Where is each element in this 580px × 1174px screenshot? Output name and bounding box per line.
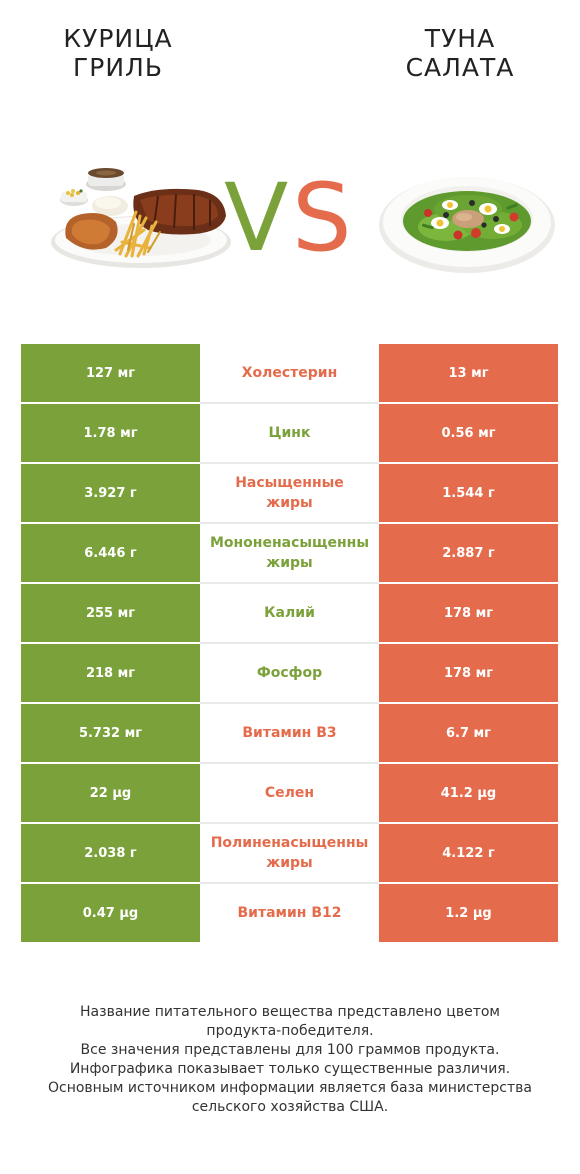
nutrient-name-line: Насыщенные — [235, 475, 344, 491]
footer-notes: Название питательного вещества представл… — [30, 1003, 550, 1117]
footer-line: Название питательного вещества представл… — [80, 1004, 500, 1020]
table-row: 1.78 мг Цинк 0.56 мг — [21, 404, 558, 464]
right-value: 178 мг — [379, 644, 558, 702]
grilled-chicken-image — [51, 168, 231, 268]
right-value: 13 мг — [379, 344, 558, 402]
nutrient-name-line: Холестерин — [241, 365, 338, 381]
right-value: 41.2 µg — [379, 764, 558, 822]
right-value: 178 мг — [379, 584, 558, 642]
nutrient-name-line: Витамин B3 — [242, 725, 337, 741]
nutrient-name: Калий — [200, 584, 379, 642]
left-value: 22 µg — [21, 764, 200, 822]
right-food-title: ТУНА САЛАТА — [360, 24, 560, 82]
nutrient-name: Витамин B12 — [200, 884, 379, 942]
left-value: 6.446 г — [21, 524, 200, 582]
nutrient-name-line: Полиненасыщенны — [210, 835, 369, 851]
right-value: 1.2 µg — [379, 884, 558, 942]
nutrient-name: Холестерин — [200, 344, 379, 402]
footer-line: Инфографика показывает только существенн… — [69, 1061, 511, 1077]
footer-line: сельского хозяйства США. — [191, 1099, 389, 1115]
right-value: 2.887 г — [379, 524, 558, 582]
left-value: 127 мг — [21, 344, 200, 402]
table-row: 5.732 мг Витамин B3 6.7 мг — [21, 704, 558, 764]
vs-s-letter: S — [292, 168, 352, 258]
right-value: 1.544 г — [379, 464, 558, 522]
nutrient-name-line: Мононенасыщенны — [209, 535, 370, 551]
nutrient-name-line: жиры — [266, 495, 313, 511]
nutrient-name: Полиненасыщенны жиры — [200, 824, 379, 882]
left-value: 3.927 г — [21, 464, 200, 522]
table-row: 127 мг Холестерин 13 мг — [21, 344, 558, 404]
right-value: 4.122 г — [379, 824, 558, 882]
nutrient-name-line: Фосфор — [256, 665, 323, 681]
table-row: 255 мг Калий 178 мг — [21, 584, 558, 644]
comparison-table: 127 мг Холестерин 13 мг 1.78 мг Цинк 0.5… — [21, 344, 558, 944]
nutrient-name-line: Калий — [264, 605, 315, 621]
nutrient-name: Насыщенные жиры — [200, 464, 379, 522]
tuna-salad-image — [379, 177, 555, 273]
nutrient-name: Цинк — [200, 404, 379, 462]
footer-line: продукта-победителя. — [206, 1023, 374, 1039]
footer-line: Основным источником информации является … — [48, 1080, 532, 1096]
left-value: 2.038 г — [21, 824, 200, 882]
right-value: 6.7 мг — [379, 704, 558, 762]
nutrient-name: Витамин B3 — [200, 704, 379, 762]
left-value: 0.47 µg — [21, 884, 200, 942]
nutrient-name-line: Витамин B12 — [237, 905, 342, 921]
left-food-title-line2: ГРИЛЬ — [73, 53, 163, 82]
nutrient-name-line: Селен — [264, 785, 315, 801]
nutrient-name: Фосфор — [200, 644, 379, 702]
table-row: 218 мг Фосфор 178 мг — [21, 644, 558, 704]
nutrient-name-line: жиры — [266, 555, 313, 571]
table-row: 0.47 µg Витамин B12 1.2 µg — [21, 884, 558, 944]
nutrient-name-line: жиры — [266, 855, 313, 871]
footer-line: Все значения представлены для 100 граммо… — [80, 1042, 500, 1058]
right-food-title-line1: ТУНА — [424, 24, 496, 53]
right-food-title-line2: САЛАТА — [405, 53, 515, 82]
nutrient-name: Селен — [200, 764, 379, 822]
table-row: 3.927 г Насыщенные жиры 1.544 г — [21, 464, 558, 524]
table-row: 6.446 г Мононенасыщенны жиры 2.887 г — [21, 524, 558, 584]
left-value: 218 мг — [21, 644, 200, 702]
vs-v-letter: V — [224, 168, 288, 258]
vs-logo: V S — [224, 168, 352, 258]
nutrient-name: Мононенасыщенны жиры — [200, 524, 379, 582]
table-row: 2.038 г Полиненасыщенны жиры 4.122 г — [21, 824, 558, 884]
right-value: 0.56 мг — [379, 404, 558, 462]
left-value: 1.78 мг — [21, 404, 200, 462]
left-food-title-line1: КУРИЦА — [63, 24, 173, 53]
left-value: 255 мг — [21, 584, 200, 642]
nutrient-name-line: Цинк — [268, 425, 311, 441]
table-row: 22 µg Селен 41.2 µg — [21, 764, 558, 824]
left-value: 5.732 мг — [21, 704, 200, 762]
left-food-title: КУРИЦА ГРИЛЬ — [18, 24, 218, 82]
